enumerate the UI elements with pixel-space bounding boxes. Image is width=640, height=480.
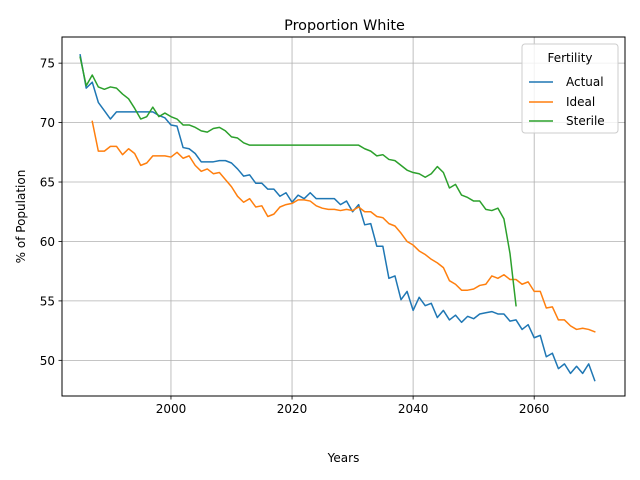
series-line-sterile	[79, 56, 517, 307]
y-tick-label: 50	[40, 354, 55, 368]
y-tick-label: 70	[40, 116, 55, 130]
y-tick-label: 65	[40, 176, 55, 190]
series-layer	[79, 53, 596, 382]
y-axis-ticks: 50 55 60 65 70 75	[40, 57, 62, 368]
legend-label-actual: Actual	[566, 75, 604, 89]
y-tick-label: 60	[40, 235, 55, 249]
legend-title: Fertility	[547, 51, 592, 65]
legend-label-ideal: Ideal	[566, 95, 595, 109]
x-tick-label: 2040	[398, 402, 429, 416]
x-axis-label: Years	[327, 451, 360, 465]
x-tick-label: 2060	[519, 402, 550, 416]
chart-title: Proportion White	[284, 18, 405, 34]
y-tick-label: 75	[40, 57, 55, 71]
x-tick-label: 2020	[277, 402, 308, 416]
x-axis-ticks: 2000 2020 2040 2060	[156, 396, 550, 416]
series-line-ideal	[91, 120, 596, 333]
x-tick-label: 2000	[156, 402, 187, 416]
legend-label-sterile: Sterile	[566, 114, 605, 128]
series-line-actual	[79, 53, 596, 382]
y-axis-label: % of Population	[14, 170, 28, 264]
legend: Fertility Actual Ideal Sterile	[521, 43, 619, 134]
y-tick-label: 55	[40, 294, 55, 308]
plot-frame	[61, 36, 626, 397]
legend-box	[521, 43, 619, 134]
